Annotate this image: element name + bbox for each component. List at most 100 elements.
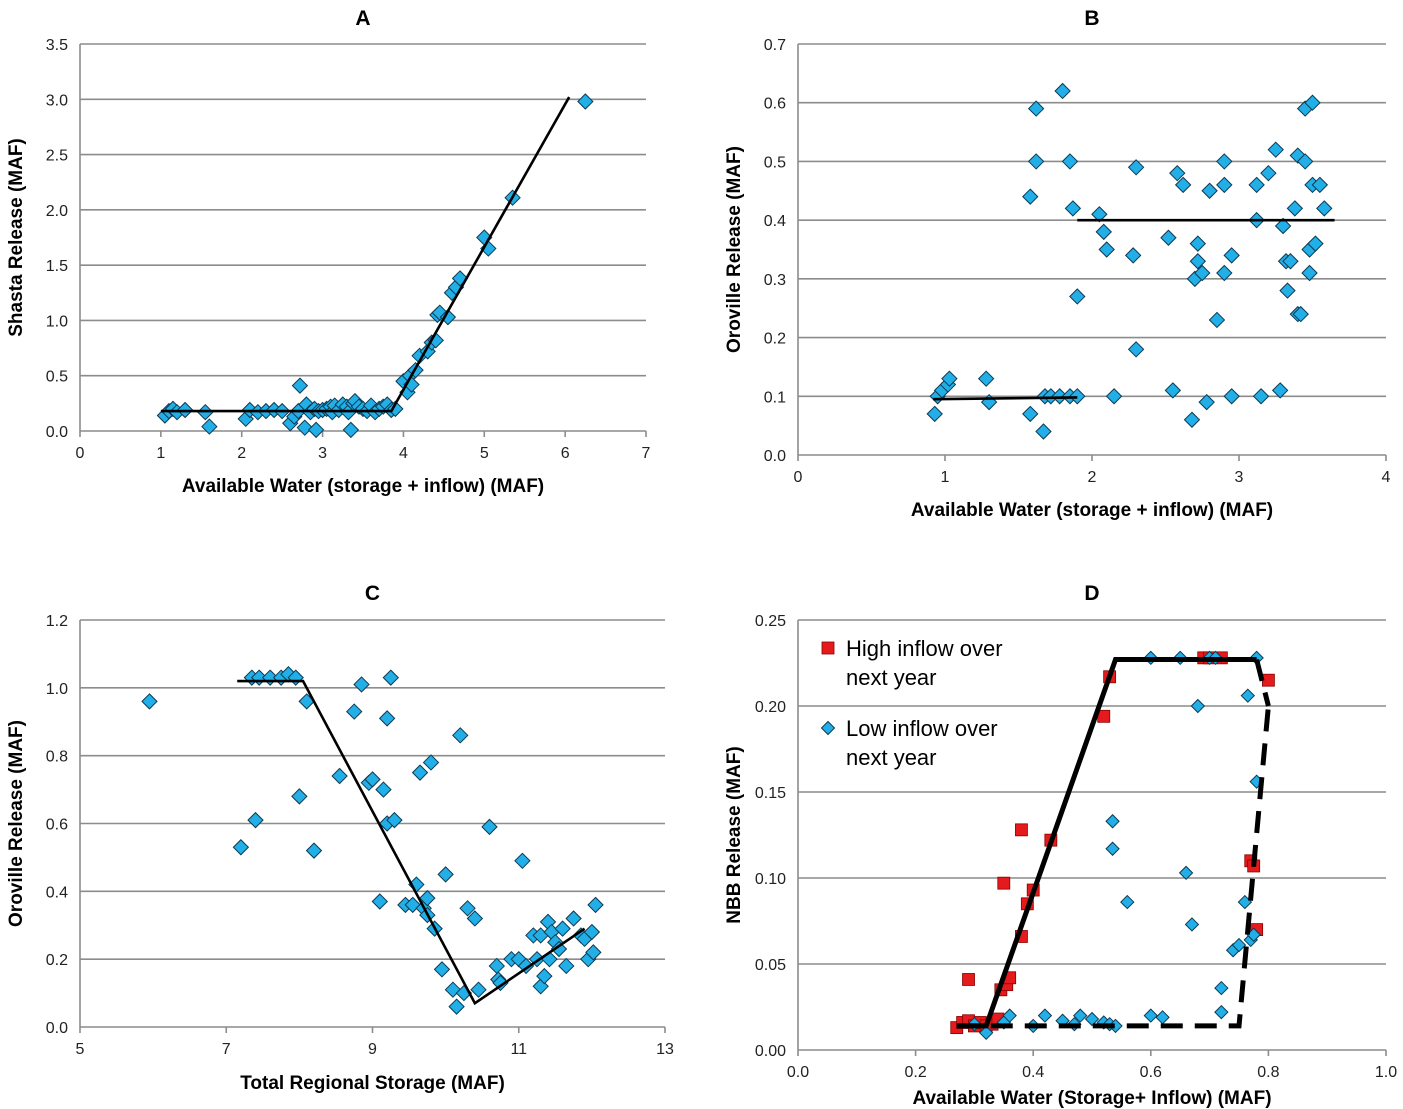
chart-a-ytick-label: 3.5 xyxy=(46,37,68,54)
chart-b-ylabel: Oroville Release (MAF) xyxy=(724,146,745,353)
chart-c-ytick-label: 0.2 xyxy=(46,952,68,969)
chart-b-point xyxy=(1027,153,1045,170)
chart-c-point xyxy=(411,764,429,781)
chart-c-xtick-label: 7 xyxy=(222,1041,231,1058)
chart-b-point xyxy=(1208,311,1226,329)
chart-c: 0.0 0.2 0.4 0.6 0.8 1.0 1.2 5 7 9 11 13 C Total Regio… xyxy=(6,582,674,1094)
chart-c-xtick-label: 13 xyxy=(656,1041,674,1058)
chart-b-point xyxy=(1098,241,1115,258)
chart-b-point xyxy=(1201,182,1218,199)
chart-c-point xyxy=(371,893,389,910)
chart-d-point-low-inflow xyxy=(1178,865,1194,881)
chart-c-xtick-label: 5 xyxy=(76,1041,85,1058)
chart-c-point xyxy=(382,669,399,686)
chart-d-point-low-inflow xyxy=(1190,698,1206,714)
chart-d-point-high-inflow xyxy=(997,876,1011,890)
chart-c-point xyxy=(488,957,506,975)
chart-b-point xyxy=(1267,141,1284,158)
chart-c-point xyxy=(419,889,436,907)
chart-d-ylabel: NBB Release (MAF) xyxy=(724,746,745,923)
chart-b-xtick-label: 1 xyxy=(941,469,950,486)
chart-c-point xyxy=(247,811,264,829)
chart-b-xtick-label: 4 xyxy=(1382,469,1391,486)
chart-c-point xyxy=(558,957,575,975)
chart-b-fit-line xyxy=(933,396,1078,401)
chart-d-xlabel: Available Water (Storage+ Inflow) (MAF) xyxy=(912,1088,1271,1109)
chart-c-point xyxy=(514,852,531,870)
chart-b-point xyxy=(1069,288,1086,305)
chart-b-point xyxy=(1189,235,1207,252)
chart-d-point-low-inflow xyxy=(1184,917,1200,932)
chart-b-point xyxy=(1286,200,1304,217)
chart-c-xlabel: Total Regional Storage (MAF) xyxy=(240,1073,505,1094)
chart-b-point xyxy=(1271,382,1289,399)
chart-c-point xyxy=(305,842,323,859)
chart-a-point xyxy=(439,308,457,326)
chart-d-ytick-label: 0.05 xyxy=(755,957,786,974)
chart-c-point xyxy=(291,788,308,805)
chart-b-point xyxy=(1035,423,1052,440)
chart-c-ytick-label: 0.4 xyxy=(46,884,68,901)
chart-b-ytick-label: 0.6 xyxy=(764,96,786,113)
chart-b-point xyxy=(1164,382,1182,399)
chart-d-point-low-inflow xyxy=(1155,1010,1170,1025)
chart-b: 0.0 0.1 0.2 0.3 0.4 0.5 0.6 0.7 0 1 2 3 4 B Available … xyxy=(724,7,1391,521)
chart-b-point xyxy=(1223,388,1240,405)
chart-c-point xyxy=(422,754,440,771)
chart-c-ytick-label: 1.0 xyxy=(46,681,68,698)
chart-d-ytick-label: 0.00 xyxy=(755,1043,786,1060)
chart-b-ytick-label: 0.5 xyxy=(764,154,786,171)
chart-c-point xyxy=(331,767,348,785)
chart-d-point-low-inflow xyxy=(1214,1004,1229,1020)
chart-b-point xyxy=(1091,206,1108,223)
chart-c-point xyxy=(448,998,465,1015)
chart-a-point xyxy=(291,377,309,394)
chart-c-point xyxy=(470,981,487,998)
chart-a-ytick-label: 1.5 xyxy=(46,258,68,275)
chart-b-ytick-label: 0.0 xyxy=(764,448,786,465)
chart-a-point xyxy=(307,421,325,439)
chart-b-ytick-label: 0.2 xyxy=(764,331,786,348)
chart-a-xtick-label: 0 xyxy=(76,445,85,462)
chart-b-point xyxy=(1095,223,1112,241)
chart-d: 0.00 0.05 0.10 0.15 0.20 0.25 0.0 0.2 0.4 0.6 0.8 1… xyxy=(724,582,1397,1109)
chart-b-point xyxy=(926,405,943,423)
chart-b-point xyxy=(1223,247,1240,264)
chart-d-xtick-label: 0.2 xyxy=(904,1064,926,1081)
chart-a-point xyxy=(577,93,594,110)
chart-a-fit-line xyxy=(160,96,571,413)
chart-a-ytick-label: 0.0 xyxy=(46,424,68,441)
legend-marker-high-inflow xyxy=(821,641,835,655)
chart-b-point xyxy=(1169,164,1186,182)
chart-a-ytick-label: 2.5 xyxy=(46,148,68,165)
chart-b-ytick-label: 0.1 xyxy=(764,389,786,406)
chart-a-xtick-label: 2 xyxy=(237,445,246,462)
chart-d-point-low-inflow xyxy=(1143,1008,1159,1023)
chart-d-point-low-inflow xyxy=(1105,814,1120,829)
chart-d-ytick-label: 0.20 xyxy=(755,699,786,716)
chart-b-point xyxy=(1252,388,1270,405)
chart-a-xlabel: Available Water (storage + inflow) (MAF) xyxy=(182,476,544,497)
chart-a-xtick-label: 3 xyxy=(318,445,327,462)
chart-c-point xyxy=(492,974,509,992)
chart-d-ytick-label: 0.25 xyxy=(755,613,786,630)
chart-b-point xyxy=(1316,200,1333,217)
chart-a-ytick-label: 2.0 xyxy=(46,203,68,220)
chart-c-point xyxy=(353,676,370,693)
chart-d-fit-line xyxy=(956,705,1271,1029)
chart-a-xtick-label: 7 xyxy=(642,445,651,462)
chart-c-point xyxy=(346,703,363,720)
chart-c-point xyxy=(466,910,484,927)
chart-a-point xyxy=(342,421,360,439)
chart-b-point xyxy=(1307,235,1324,252)
chart-d-legend: High inflow over next year Low inflow over… xyxy=(820,636,1003,770)
chart-c-point xyxy=(375,781,392,798)
chart-b-point xyxy=(1282,253,1299,270)
chart-d-point-high-inflow xyxy=(962,973,975,986)
chart-b-xtick-label: 3 xyxy=(1235,469,1244,486)
chart-d-point-low-inflow xyxy=(1231,937,1247,953)
chart-c-xtick-label: 9 xyxy=(368,1041,377,1058)
chart-c-ytick-label: 0.8 xyxy=(46,749,68,766)
chart-c-ytick-label: 0.6 xyxy=(46,817,68,834)
